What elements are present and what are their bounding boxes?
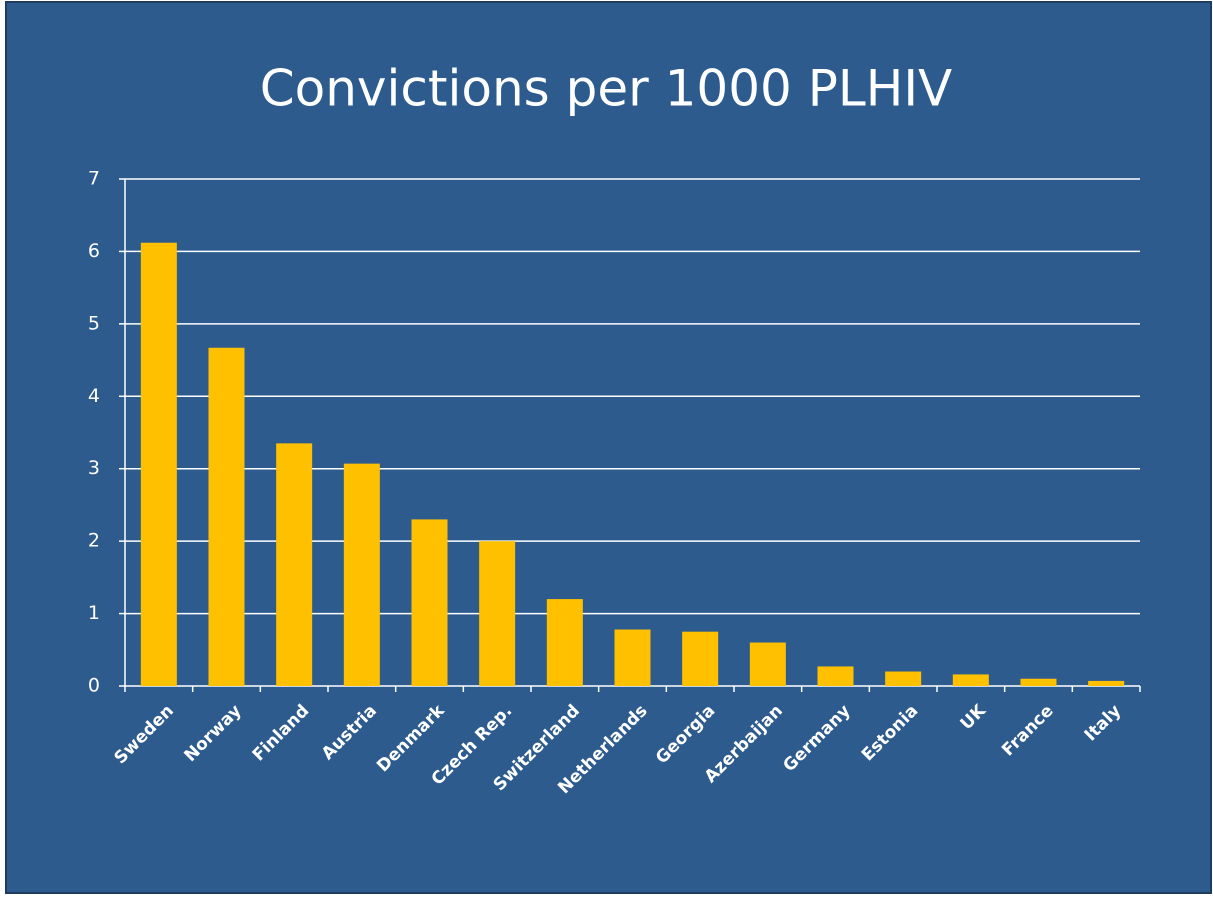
y-tick-label: 3	[88, 457, 100, 479]
y-tick-label: 2	[88, 530, 100, 552]
bar	[682, 631, 719, 686]
bar	[546, 599, 583, 686]
y-tick-label: 0	[88, 675, 100, 697]
bar	[1020, 678, 1057, 686]
chart-title: Convictions per 1000 PLHIV	[260, 60, 953, 118]
bar	[411, 519, 448, 686]
bar	[343, 463, 380, 686]
y-tick-label: 1	[88, 602, 100, 624]
bar	[817, 666, 854, 686]
y-tick-label: 6	[88, 240, 100, 262]
bar	[885, 671, 922, 686]
bar	[749, 642, 786, 686]
bar	[614, 629, 651, 686]
bar	[1088, 680, 1125, 686]
bar	[140, 242, 177, 687]
y-tick-label: 4	[88, 385, 100, 407]
bar	[479, 541, 516, 686]
bar	[276, 443, 313, 686]
y-tick-label: 5	[88, 312, 100, 334]
y-tick-label: 7	[88, 168, 100, 190]
slide-background	[5, 1, 1212, 894]
bar	[952, 674, 989, 686]
bar	[208, 347, 245, 686]
